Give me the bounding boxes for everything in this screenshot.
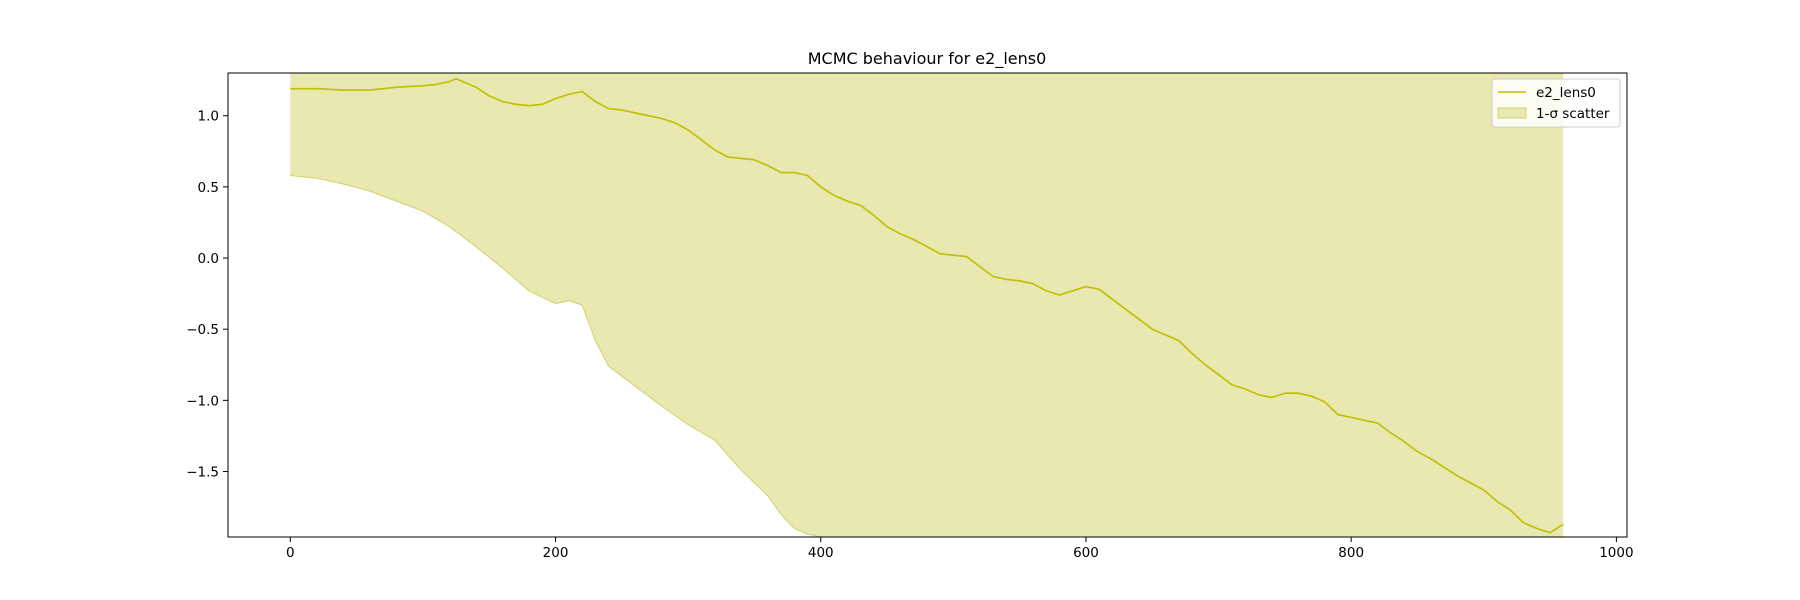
plot-area: [290, 73, 1564, 537]
x-axis: 0 200 400 600 800 1000: [286, 537, 1634, 561]
x-tick-label: 0: [286, 545, 295, 561]
series-line-e2-lens0: [290, 77, 1564, 534]
sigma-band-lower-edge: [290, 175, 1564, 537]
y-axis: 1.0 0.5 0.0 −0.5 −1.0 −1.5: [186, 109, 228, 481]
y-tick-label: −1.5: [186, 465, 219, 481]
x-tick-label: 1000: [1599, 545, 1633, 561]
legend-label: e2_lens0: [1536, 85, 1596, 101]
x-tick-label: 800: [1338, 545, 1364, 561]
chart-title: MCMC behaviour for e2_lens0: [808, 49, 1047, 69]
legend-patch-swatch: [1497, 107, 1527, 119]
axes-frame: [227, 72, 1628, 538]
y-tick-label: −0.5: [186, 322, 219, 338]
legend-label: 1-σ scatter: [1536, 106, 1610, 122]
y-tick-label: −1.0: [186, 393, 219, 409]
y-tick-label: 0.5: [198, 180, 219, 196]
x-tick-label: 600: [1073, 545, 1099, 561]
y-tick-label: 1.0: [198, 109, 219, 125]
y-tick-label: 0.0: [198, 251, 219, 267]
legend: e2_lens0 1-σ scatter: [1491, 78, 1621, 128]
x-tick-label: 400: [808, 545, 834, 561]
sigma-band: [290, 73, 1564, 537]
x-tick-label: 200: [543, 545, 569, 561]
